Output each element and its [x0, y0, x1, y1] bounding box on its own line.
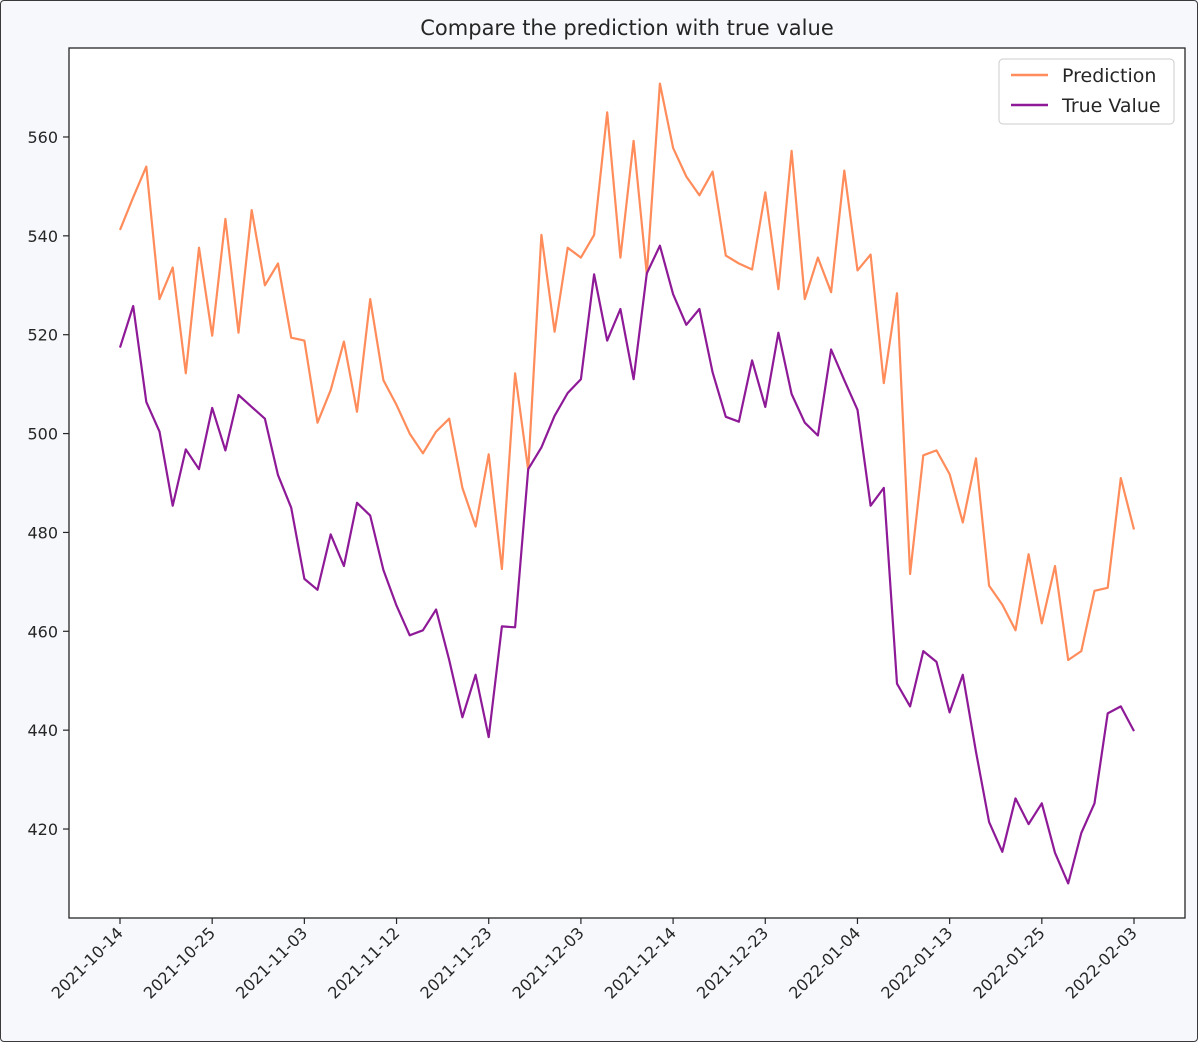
- chart-title: Compare the prediction with true value: [420, 16, 833, 40]
- y-tick-label: 520: [27, 326, 58, 345]
- x-tick-label: 2022-01-13: [877, 923, 956, 1002]
- x-axis: 2021-10-14 2021-10-25 2021-11-03 2021-11-12…: [48, 918, 1141, 1003]
- y-axis: 420 440 460 480 500 520 540 560: [27, 128, 69, 839]
- plot-area: [68, 47, 1186, 919]
- x-tick-label: 2022-01-04: [785, 923, 864, 1002]
- x-tick-label: 2021-10-25: [140, 923, 219, 1002]
- y-tick-label: 420: [27, 820, 58, 839]
- y-tick-label: 560: [27, 128, 58, 147]
- series-line-true-value: [118, 244, 1135, 885]
- x-tick-label: 2021-11-23: [416, 923, 495, 1002]
- y-tick-label: 540: [27, 227, 58, 246]
- x-tick-label: 2021-10-14: [48, 923, 127, 1002]
- legend-label-true-value: True Value: [1061, 95, 1161, 117]
- y-tick-label: 480: [27, 523, 58, 542]
- x-tick-label: 2021-12-03: [509, 923, 588, 1002]
- y-tick-label: 500: [27, 425, 58, 444]
- x-tick-label: 2021-11-03: [232, 923, 311, 1002]
- series-lines: [118, 82, 1136, 885]
- legend-label-prediction: Prediction: [1062, 65, 1156, 87]
- series-line-prediction: [118, 82, 1136, 662]
- x-tick-label: 2021-12-23: [693, 923, 772, 1002]
- x-tick-label: 2022-02-03: [1062, 923, 1141, 1002]
- x-tick-label: 2021-12-14: [601, 923, 680, 1002]
- x-tick-label: 2022-01-25: [969, 923, 1048, 1002]
- x-tick-label: 2021-11-12: [324, 923, 403, 1002]
- legend: Prediction True Value: [998, 58, 1175, 125]
- y-tick-label: 460: [27, 622, 58, 641]
- y-tick-label: 440: [27, 721, 58, 740]
